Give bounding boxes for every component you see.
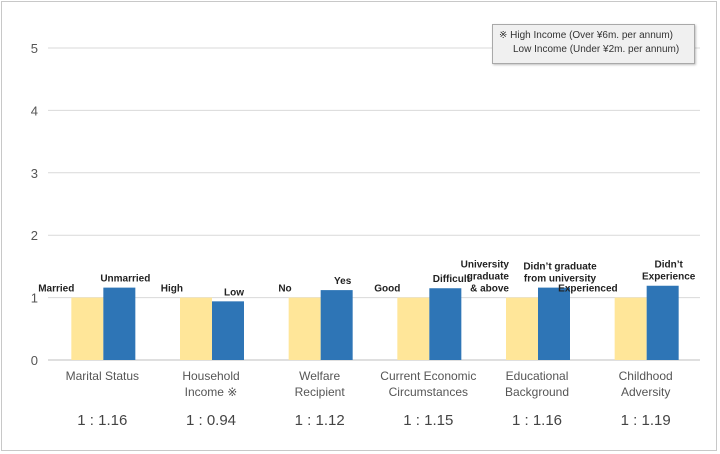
ratio-label: 1 : 1.15 <box>403 412 453 429</box>
category-label: Household <box>182 369 239 383</box>
category-label: Current Economic <box>380 369 476 383</box>
reference-bar <box>397 297 430 360</box>
ratio-label: 1 : 1.19 <box>621 412 671 429</box>
group-label-right: Experience <box>642 272 696 283</box>
group-label-right: Didn’t <box>655 260 684 271</box>
reference-bar <box>71 297 104 360</box>
category-label: Welfare <box>299 369 340 383</box>
y-tick-label: 4 <box>31 103 38 118</box>
group-label-left: No <box>278 284 291 295</box>
compared-bar <box>103 287 136 360</box>
note-line-1: ※ High Income (Over ¥6m. per annum) <box>499 30 673 41</box>
group-label-left: High <box>161 284 183 295</box>
y-tick-label: 0 <box>31 353 38 368</box>
reference-bar <box>288 297 321 360</box>
group-label-right: Unmarried <box>100 274 150 285</box>
y-tick-label: 2 <box>31 228 38 243</box>
category-label: Background <box>505 385 569 399</box>
reference-bar <box>506 297 538 360</box>
compared-bar <box>538 287 570 360</box>
group-label-right: Low <box>224 287 244 298</box>
ratio-label: 1 : 1.16 <box>77 412 127 429</box>
y-tick-label: 1 <box>31 291 38 306</box>
ratio-label: 1 : 0.94 <box>186 412 236 429</box>
group-label-left: Married <box>38 284 74 295</box>
ratio-label: 1 : 1.12 <box>295 412 345 429</box>
group-label-left: Experienced <box>558 284 617 295</box>
category-label: Educational <box>506 369 569 383</box>
y-tick-label: 5 <box>31 41 38 56</box>
reference-bar <box>180 297 212 360</box>
category-label: Adversity <box>621 385 670 399</box>
compared-bar <box>212 301 244 360</box>
group-label-left: graduate <box>467 272 510 283</box>
category-label: Recipient <box>295 385 346 399</box>
group-label-left: & above <box>470 284 509 295</box>
y-tick-label: 3 <box>31 166 38 181</box>
income-note-box: ※ High Income (Over ¥6m. per annum) Low … <box>492 24 695 64</box>
compared-bar <box>320 290 353 360</box>
compared-bar <box>646 285 679 360</box>
group-label-right: Yes <box>334 276 352 287</box>
group-label-left: Good <box>374 284 400 295</box>
category-label: Childhood <box>619 369 673 383</box>
reference-bar <box>614 297 647 360</box>
group-label-right: from university <box>524 274 597 285</box>
group-label-right: Didn’t graduate <box>523 262 597 273</box>
category-label: Marital Status <box>66 369 139 383</box>
note-line-2: Low Income (Under ¥2m. per annum) <box>513 44 680 55</box>
ratio-label: 1 : 1.16 <box>512 412 562 429</box>
compared-bar <box>429 288 462 360</box>
category-label: Income ※ <box>185 385 238 399</box>
category-label: Circumstances <box>389 385 468 399</box>
group-label-left: University <box>461 260 510 271</box>
group-label-right: Difficult <box>433 274 471 285</box>
